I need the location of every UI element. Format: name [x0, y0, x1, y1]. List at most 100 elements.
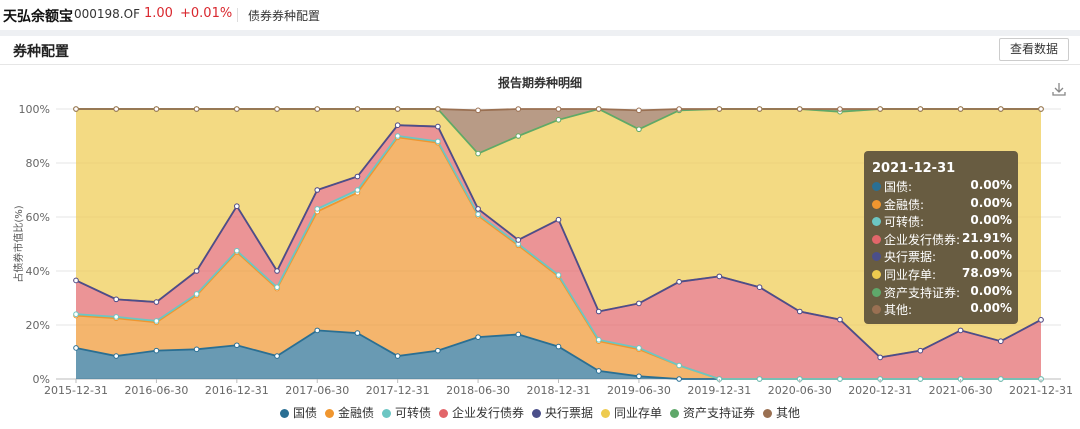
point-其他 — [234, 106, 240, 112]
point-央行票据 — [394, 122, 401, 129]
point-央行票据 — [796, 308, 803, 315]
x-tick-label: 2021-12-31 — [1009, 384, 1073, 397]
point-其他 — [997, 106, 1004, 112]
point-国债 — [193, 346, 200, 353]
tooltip-row: 资产支持证券: 0.00% — [872, 284, 1012, 301]
download-icon[interactable] — [1050, 80, 1068, 98]
tooltip-series-name: 金融债: — [884, 197, 925, 212]
legend-item[interactable]: 金融债 — [324, 404, 374, 421]
point-央行票据 — [73, 277, 79, 284]
point-其他 — [716, 106, 723, 112]
tooltip-row: 国债: 0.00% — [872, 178, 1012, 195]
point-国债 — [515, 331, 522, 338]
view-data-button[interactable]: 查看数据 — [999, 38, 1069, 61]
point-国债 — [234, 342, 240, 349]
area-国债 — [76, 330, 1041, 379]
point-其他 — [837, 106, 843, 112]
point-国债 — [153, 347, 160, 354]
point-可转债 — [274, 284, 280, 290]
point-央行票据 — [595, 308, 602, 315]
fund-name: 天弘余额宝 — [3, 9, 73, 25]
tooltip-swatch — [872, 287, 881, 297]
point-央行票据 — [837, 316, 843, 323]
x-tick-label: 2015-12-31 — [44, 384, 108, 397]
tooltip-series-name: 企业发行债券: — [884, 232, 961, 247]
breadcrumb: 债券券种配置 — [248, 9, 321, 23]
point-其他 — [435, 106, 441, 112]
area-金融债 — [76, 137, 1041, 379]
point-央行票据 — [997, 338, 1004, 345]
point-可转债 — [676, 362, 682, 369]
chart-title: 报告期券种明细 — [498, 75, 582, 90]
legend-item[interactable]: 国债 — [279, 404, 317, 421]
legend-item[interactable]: 资产支持证券 — [670, 404, 755, 421]
point-可转债 — [997, 376, 1004, 382]
legend-swatch — [324, 409, 334, 418]
legend-label: 央行票据 — [545, 406, 594, 420]
point-可转债 — [73, 311, 79, 317]
tooltip-series-name: 资产支持证券: — [884, 285, 961, 300]
tooltip-series-name: 央行票据: — [884, 250, 937, 265]
tooltip-series-value: 0.00% — [970, 195, 1012, 210]
legend-item[interactable]: 企业发行债券 — [438, 404, 524, 421]
tooltip-swatch — [872, 182, 881, 191]
point-其他 — [354, 106, 361, 112]
point-可转债 — [595, 337, 602, 343]
point-其他 — [796, 106, 803, 112]
legend-item[interactable]: 央行票据 — [532, 404, 593, 421]
x-tick-label: 2017-12-31 — [366, 384, 430, 397]
point-央行票据 — [756, 284, 763, 290]
legend-item[interactable]: 其他 — [763, 404, 800, 421]
tooltip-date: 2021-12-31 — [872, 161, 956, 176]
point-央行票据 — [676, 279, 682, 285]
point-其他 — [957, 106, 964, 112]
tooltip-series-name: 国债: — [884, 180, 913, 194]
point-其他 — [877, 106, 883, 112]
point-央行票据 — [234, 203, 240, 209]
fund-change: +0.01% — [180, 6, 233, 21]
x-tick-label: 2021-06-30 — [929, 384, 993, 397]
x-tick-label: 2016-06-30 — [124, 384, 188, 397]
point-可转债 — [193, 291, 200, 297]
x-tick-label: 2019-06-30 — [607, 384, 671, 397]
point-其他 — [595, 106, 602, 112]
point-央行票据 — [716, 273, 723, 280]
point-国债 — [73, 345, 79, 351]
point-央行票据 — [475, 206, 481, 212]
legend-label: 企业发行债券 — [451, 406, 524, 420]
legend-item[interactable]: 同业存单 — [601, 404, 662, 421]
point-资产支持证券 — [515, 133, 522, 139]
tooltip-row: 其他: 0.00% — [872, 301, 1012, 318]
tooltip-swatch — [872, 252, 881, 262]
x-tick-label: 2017-06-30 — [285, 384, 349, 397]
point-央行票据 — [636, 300, 642, 307]
point-其他 — [636, 107, 642, 114]
x-tick-label: 2020-06-30 — [768, 384, 832, 397]
point-可转债 — [153, 318, 160, 324]
point-国债 — [274, 353, 280, 359]
point-央行票据 — [274, 268, 280, 274]
x-tick-label: 2020-12-31 — [848, 384, 912, 397]
legend-swatch — [601, 409, 611, 418]
x-tick-label: 2018-06-30 — [446, 384, 510, 397]
tooltip-series-name: 可转债: — [884, 215, 925, 230]
section-title: 券种配置 — [13, 44, 69, 60]
point-央行票据 — [917, 347, 924, 354]
tooltip-series-value: 0.00% — [970, 248, 1012, 263]
legend-label: 同业存单 — [614, 406, 663, 420]
point-国债 — [354, 330, 361, 336]
x-tick-label: 2018-12-31 — [527, 384, 591, 397]
legend-item[interactable]: 可转债 — [381, 404, 431, 421]
y-tick-label: 80% — [26, 157, 50, 170]
point-国债 — [314, 327, 321, 334]
point-国债 — [435, 347, 441, 354]
tooltip-series-value: 0.00% — [970, 283, 1012, 298]
y-tick-label: 100% — [19, 103, 50, 116]
divider — [237, 8, 238, 22]
legend-swatch — [381, 409, 391, 418]
y-tick-label: 40% — [26, 265, 50, 278]
point-央行票据 — [877, 354, 883, 361]
legend-swatch — [532, 409, 541, 418]
tooltip-series-value: 0.00% — [970, 213, 1012, 228]
chart-tooltip: 2021-12-31 国债: 0.00% 金融债: 0.00% 可转债: 0.00% 企业发… — [864, 151, 1018, 324]
